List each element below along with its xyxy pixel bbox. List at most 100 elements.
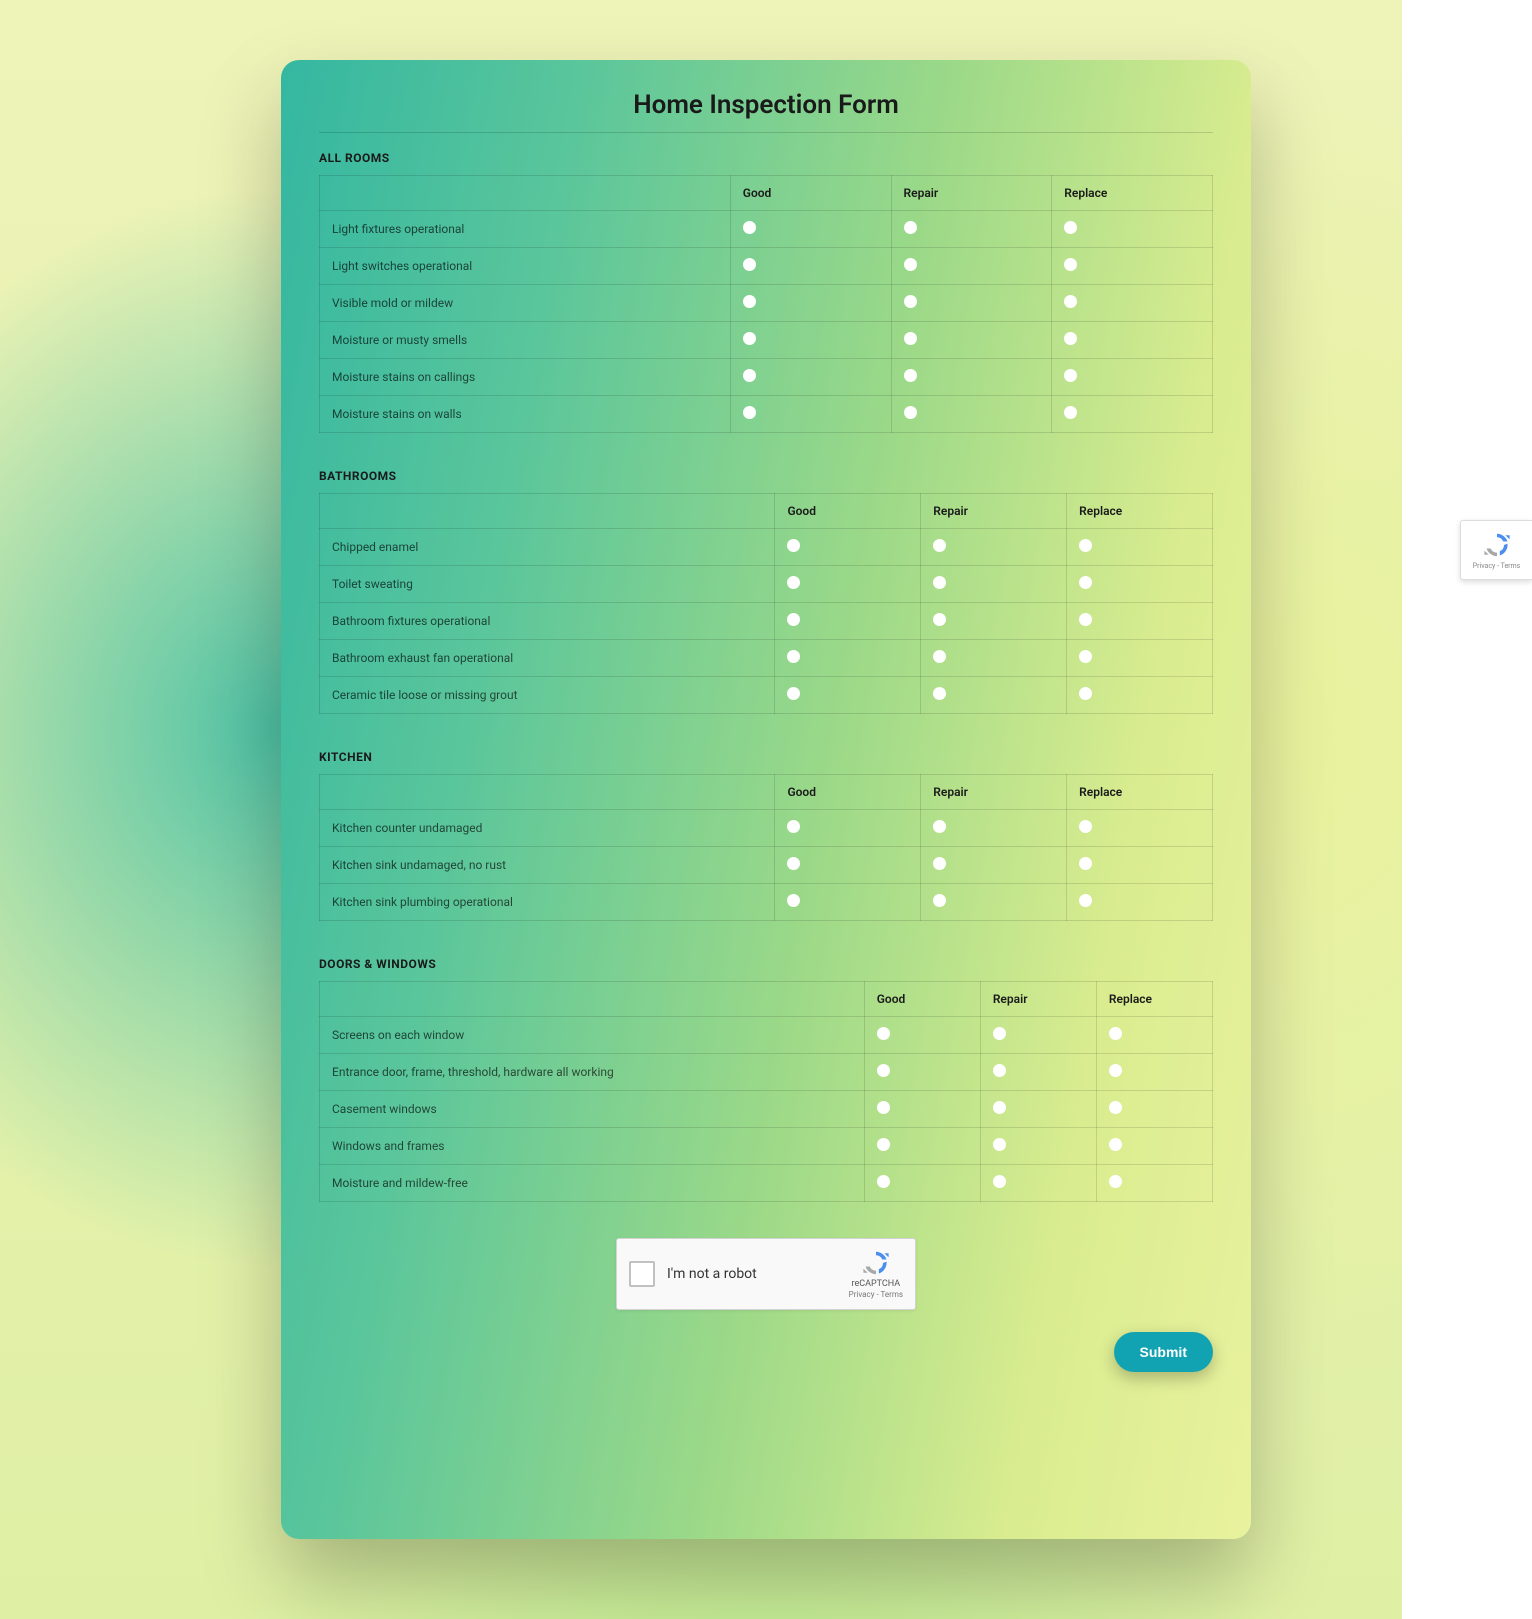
option-cell (891, 285, 1052, 322)
option-radio[interactable] (1064, 295, 1077, 308)
option-radio[interactable] (877, 1101, 890, 1114)
option-radio[interactable] (743, 369, 756, 382)
option-radio[interactable] (1064, 221, 1077, 234)
option-radio[interactable] (1109, 1027, 1122, 1040)
section: KITCHEN GoodRepairReplaceKitchen counter … (319, 750, 1213, 921)
option-radio[interactable] (787, 576, 800, 589)
inspection-table: GoodRepairReplaceKitchen counter undamag… (319, 774, 1213, 921)
option-radio[interactable] (743, 258, 756, 271)
section: BATHROOMSGoodRepairReplaceChipped enamel… (319, 469, 1213, 714)
option-radio[interactable] (904, 295, 917, 308)
option-radio[interactable] (877, 1175, 890, 1188)
option-radio[interactable] (933, 576, 946, 589)
recaptcha-badge[interactable]: Privacy - Terms (1460, 520, 1532, 580)
option-radio[interactable] (933, 650, 946, 663)
option-cell (775, 810, 921, 847)
option-radio[interactable] (743, 295, 756, 308)
column-header: Replace (1052, 176, 1213, 211)
option-radio[interactable] (933, 820, 946, 833)
section: DOORS & WINDOWSGoodRepairReplaceScreens … (319, 957, 1213, 1202)
table-row: Entrance door, frame, threshold, hardwar… (320, 1054, 1213, 1091)
option-radio[interactable] (1079, 820, 1092, 833)
option-cell (1052, 211, 1213, 248)
option-radio[interactable] (993, 1064, 1006, 1077)
option-radio[interactable] (1109, 1064, 1122, 1077)
option-cell (1067, 884, 1213, 921)
option-radio[interactable] (1064, 258, 1077, 271)
option-radio[interactable] (1079, 613, 1092, 626)
option-radio[interactable] (904, 332, 917, 345)
column-header: Repair (921, 775, 1067, 810)
option-cell (775, 529, 921, 566)
sections-container: ALL ROOMSGoodRepairReplaceLight fixtures… (319, 151, 1213, 1202)
option-radio[interactable] (933, 687, 946, 700)
option-radio[interactable] (993, 1175, 1006, 1188)
option-radio[interactable] (993, 1101, 1006, 1114)
option-radio[interactable] (1079, 539, 1092, 552)
table-row: Bathroom exhaust fan operational (320, 640, 1213, 677)
option-cell (730, 322, 891, 359)
option-radio[interactable] (933, 539, 946, 552)
option-radio[interactable] (787, 820, 800, 833)
option-radio[interactable] (1109, 1101, 1122, 1114)
table-row: Moisture and mildew-free (320, 1165, 1213, 1202)
recaptcha-brand-links[interactable]: Privacy - Terms (849, 1290, 903, 1300)
option-radio[interactable] (904, 369, 917, 382)
option-radio[interactable] (933, 857, 946, 870)
option-radio[interactable] (1079, 894, 1092, 907)
table-row: Moisture stains on walls (320, 396, 1213, 433)
option-radio[interactable] (1079, 857, 1092, 870)
option-radio[interactable] (933, 894, 946, 907)
row-label: Moisture stains on callings (320, 359, 731, 396)
option-radio[interactable] (1109, 1138, 1122, 1151)
option-radio[interactable] (904, 406, 917, 419)
option-radio[interactable] (877, 1064, 890, 1077)
option-radio[interactable] (787, 539, 800, 552)
submit-button[interactable]: Submit (1114, 1332, 1213, 1372)
row-label: Kitchen sink plumbing operational (320, 884, 775, 921)
option-radio[interactable] (933, 613, 946, 626)
option-cell (775, 603, 921, 640)
option-radio[interactable] (877, 1027, 890, 1040)
option-radio[interactable] (904, 221, 917, 234)
option-radio[interactable] (993, 1027, 1006, 1040)
option-cell (921, 640, 1067, 677)
option-radio[interactable] (1064, 369, 1077, 382)
table-row: Kitchen counter undamaged (320, 810, 1213, 847)
table-row: Bathroom fixtures operational (320, 603, 1213, 640)
option-cell (1067, 810, 1213, 847)
option-radio[interactable] (1079, 576, 1092, 589)
table-row: Moisture stains on callings (320, 359, 1213, 396)
option-radio[interactable] (787, 894, 800, 907)
badge-links[interactable]: Privacy - Terms (1473, 562, 1521, 570)
option-cell (1052, 396, 1213, 433)
option-radio[interactable] (787, 857, 800, 870)
recaptcha-checkbox[interactable] (629, 1261, 655, 1287)
option-radio[interactable] (993, 1138, 1006, 1151)
section-title: KITCHEN (319, 750, 1213, 764)
option-cell (864, 1054, 980, 1091)
option-radio[interactable] (743, 221, 756, 234)
option-radio[interactable] (877, 1138, 890, 1151)
option-cell (730, 396, 891, 433)
column-header-empty (320, 494, 775, 529)
option-radio[interactable] (904, 258, 917, 271)
option-radio[interactable] (1079, 687, 1092, 700)
option-radio[interactable] (1064, 332, 1077, 345)
option-radio[interactable] (743, 332, 756, 345)
option-radio[interactable] (743, 406, 756, 419)
row-label: Casement windows (320, 1091, 865, 1128)
white-strip (1402, 0, 1532, 1619)
option-cell (730, 285, 891, 322)
option-radio[interactable] (787, 613, 800, 626)
column-header: Repair (891, 176, 1052, 211)
option-radio[interactable] (1079, 650, 1092, 663)
option-cell (980, 1054, 1096, 1091)
option-radio[interactable] (1109, 1175, 1122, 1188)
option-cell (1096, 1054, 1212, 1091)
row-label: Moisture and mildew-free (320, 1165, 865, 1202)
option-radio[interactable] (1064, 406, 1077, 419)
option-radio[interactable] (787, 687, 800, 700)
option-radio[interactable] (787, 650, 800, 663)
option-cell (980, 1017, 1096, 1054)
